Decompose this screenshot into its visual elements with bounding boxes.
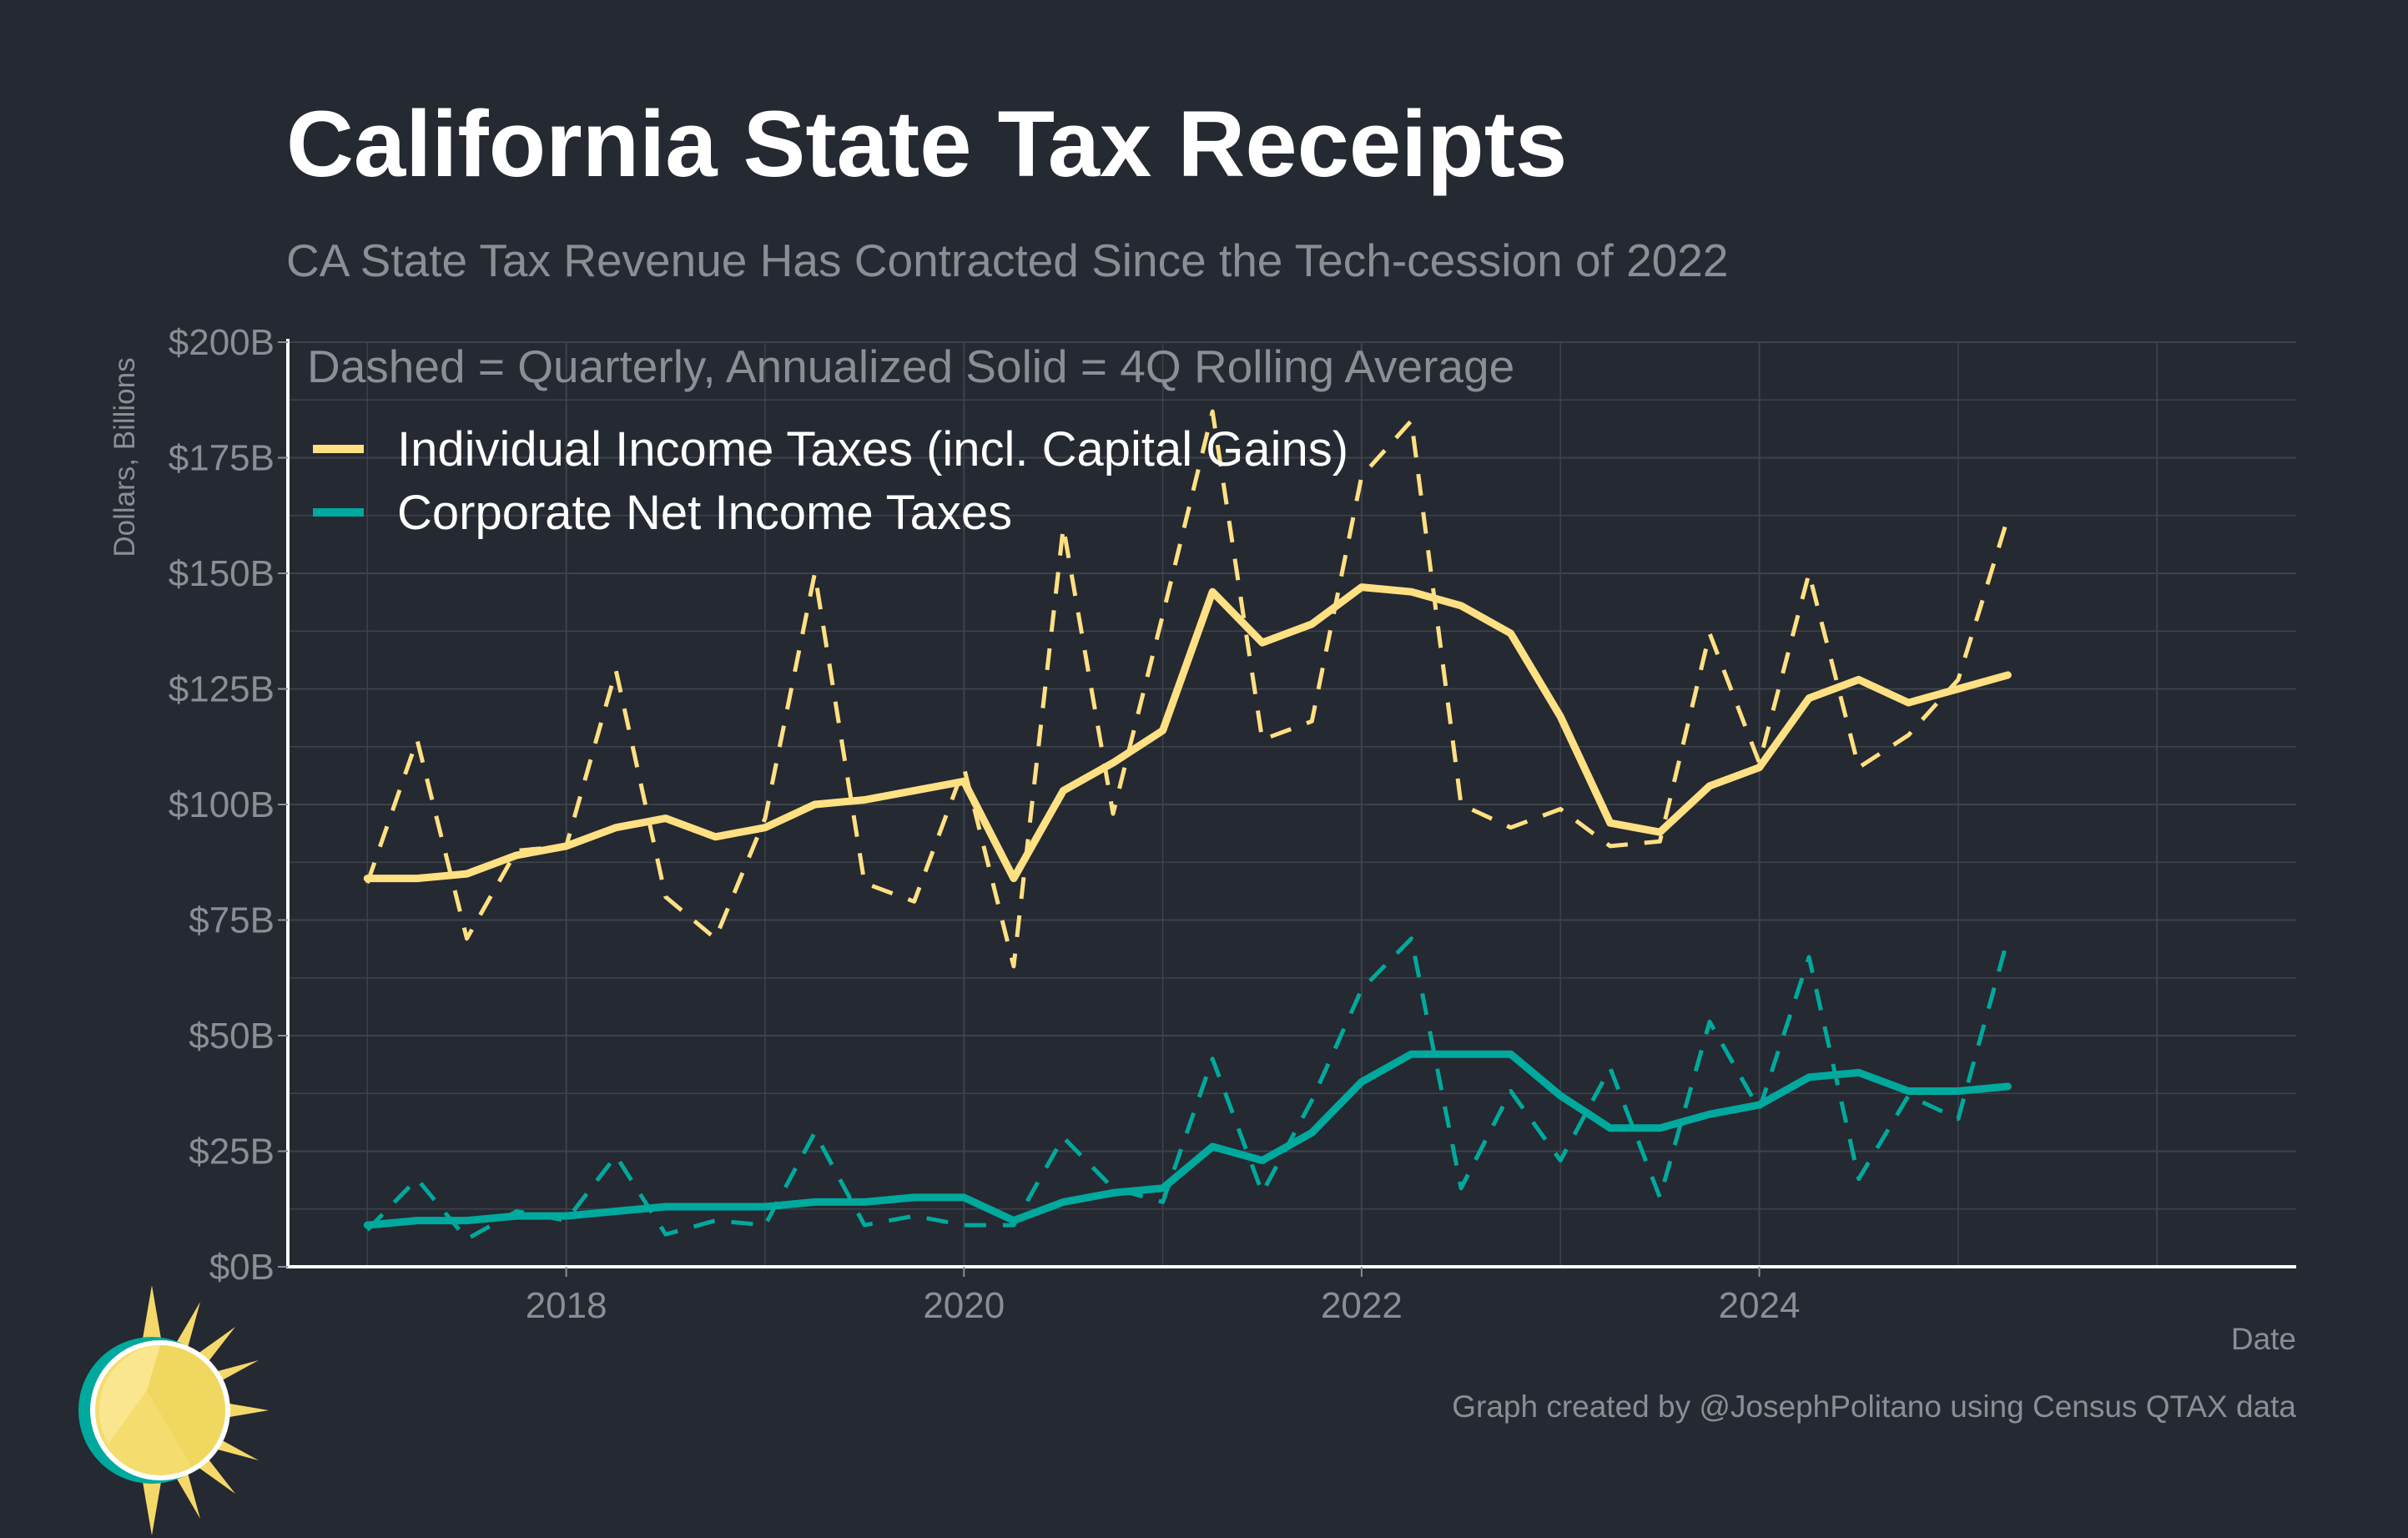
axes — [278, 339, 2296, 1277]
legend-label: Individual Income Taxes (incl. Capital G… — [397, 422, 1348, 477]
y-tick-label: $0B — [209, 1247, 275, 1288]
y-tick-label: $125B — [169, 669, 275, 710]
grid-lines — [288, 341, 2296, 1268]
legend-label: Corporate Net Income Taxes — [397, 486, 1012, 540]
x-axis-label: Date — [2230, 1322, 2296, 1356]
series-rolling-line — [363, 583, 2012, 883]
x-tick-label: 2020 — [923, 1285, 1005, 1326]
legend-annotation: Dashed = Quarterly, Annualized Solid = 4… — [307, 340, 1514, 392]
y-tick-label: $50B — [189, 1016, 275, 1056]
y-tick-label: $200B — [169, 322, 275, 363]
sun-logo-icon — [78, 1285, 269, 1535]
tick-labels: $0B $25B $50B $75B $100B $125B $150B $175B $200B… — [169, 322, 1801, 1326]
series-quarterly-line — [365, 409, 2010, 969]
source-caption: Graph created by @JosephPolitano using C… — [1452, 1389, 2296, 1424]
series-rolling-line — [363, 1050, 2012, 1229]
y-tick-label: $25B — [189, 1132, 275, 1172]
y-tick-label: $100B — [169, 784, 275, 825]
y-tick-label: $75B — [189, 900, 275, 941]
series-lines — [363, 409, 2012, 1242]
x-tick-label: 2022 — [1321, 1285, 1403, 1326]
y-tick-label: $150B — [169, 553, 275, 594]
x-tick-label: 2018 — [526, 1285, 607, 1326]
chart-title: California State Tax Receipts — [286, 92, 1568, 196]
series-quarterly-line — [365, 936, 2010, 1242]
y-tick-label: $175B — [169, 438, 275, 479]
legend: Dashed = Quarterly, Annualized Solid = 4… — [307, 340, 1514, 540]
chart-subtitle: CA State Tax Revenue Has Contracted Sinc… — [286, 234, 1729, 286]
x-tick-label: 2024 — [1719, 1285, 1801, 1326]
